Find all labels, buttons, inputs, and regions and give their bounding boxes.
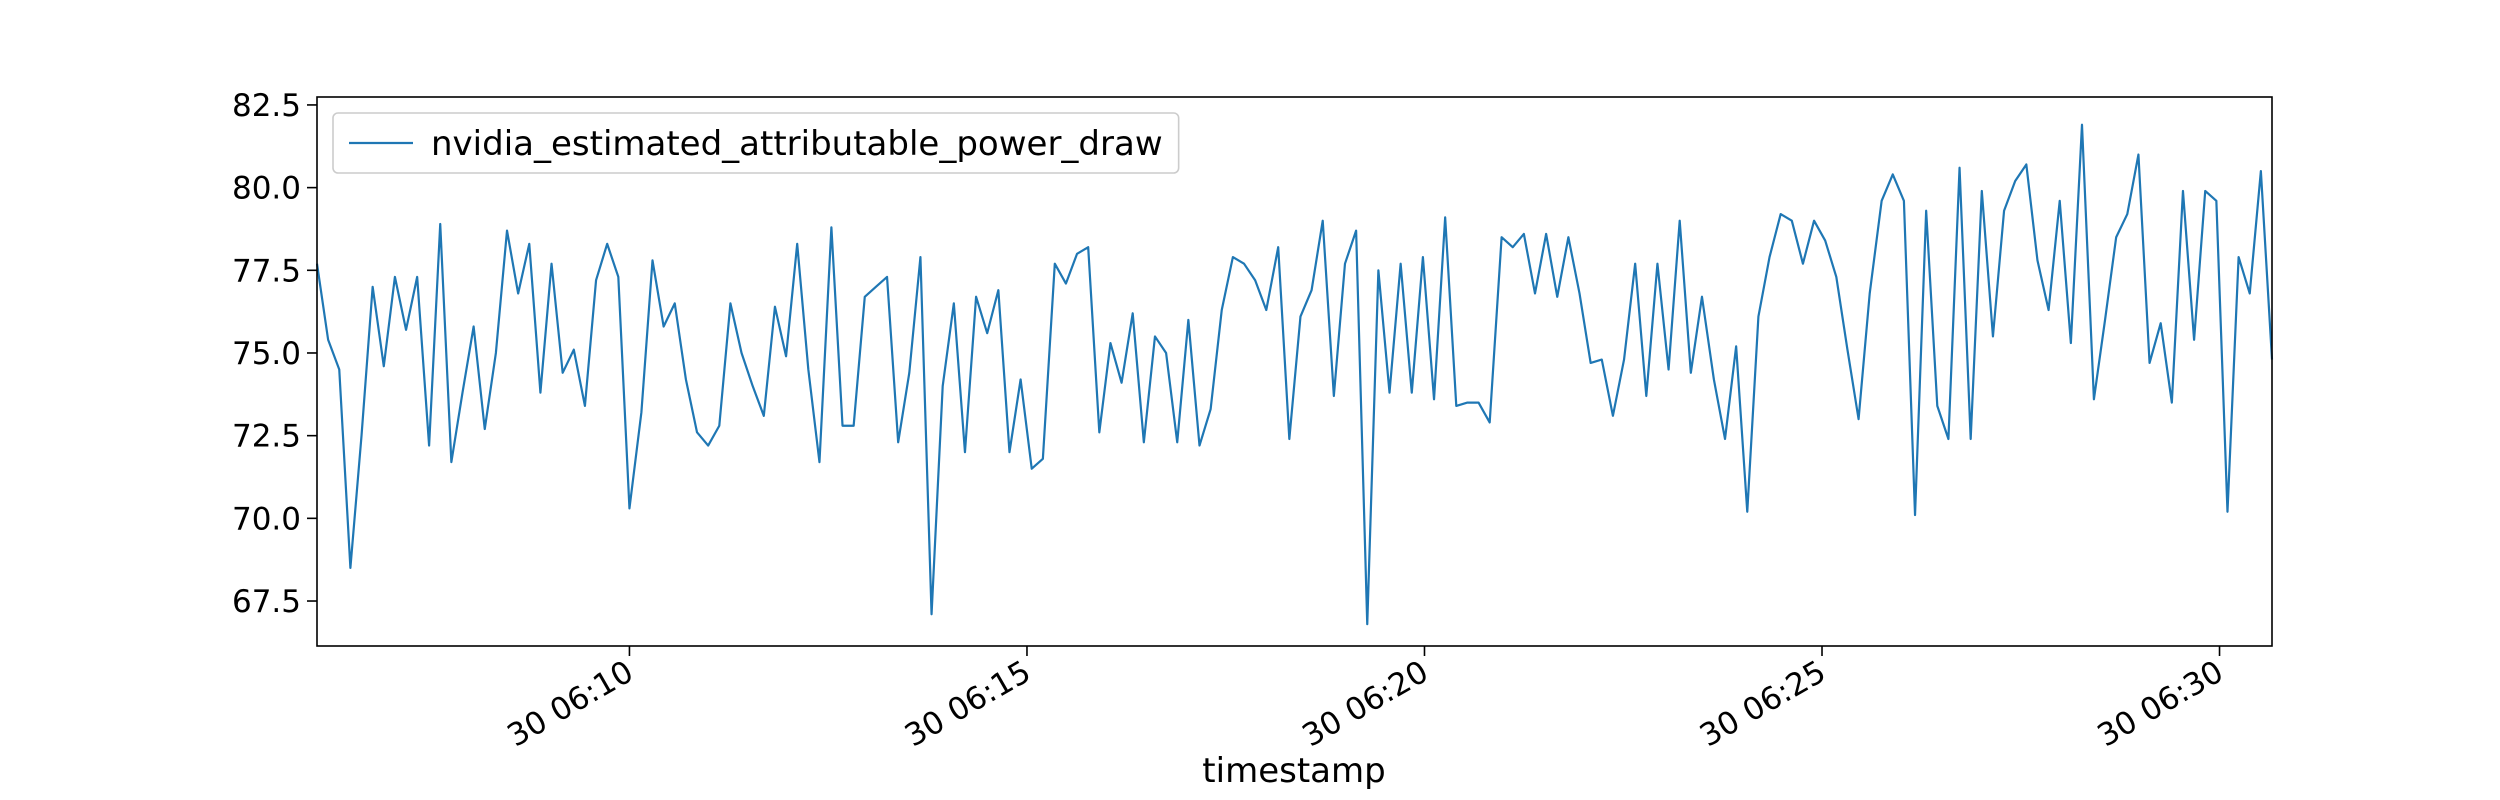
- legend-box: [332, 112, 1180, 174]
- y-tick-label: 80.0: [232, 171, 301, 207]
- y-tick-label: 75.0: [232, 336, 301, 372]
- y-tick-label: 82.5: [232, 88, 301, 124]
- data-line: [315, 123, 2274, 626]
- legend-label: nvidia_estimated_attributable_power_draw: [431, 124, 1163, 164]
- y-tick-label: 77.5: [232, 253, 301, 289]
- y-tick-label: 67.5: [232, 584, 301, 620]
- x-axis-label: timestamp: [1202, 751, 1385, 791]
- y-tick-label: 70.0: [232, 501, 301, 537]
- y-tick-label: 72.5: [232, 419, 301, 455]
- axes-frame: [316, 96, 2273, 647]
